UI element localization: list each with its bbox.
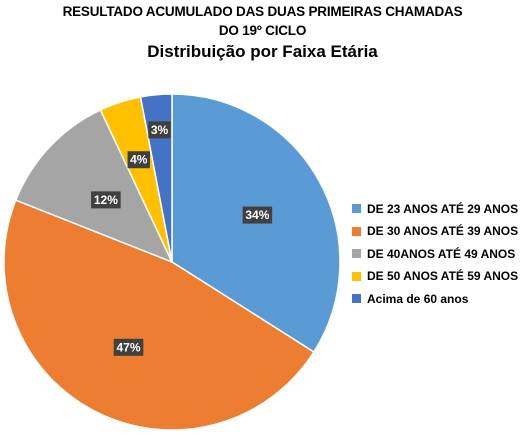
legend-label: Acima de 60 anos [367, 291, 469, 306]
pie-slice [14, 108, 174, 264]
legend-item: Acima de 60 anos [352, 290, 518, 307]
data-label-text: 47% [117, 340, 141, 354]
legend-label: DE 23 ANOS ATÉ 29 ANOS [367, 201, 519, 216]
data-label-box [148, 121, 171, 139]
data-label-text: 12% [94, 193, 118, 207]
legend-swatch [352, 204, 361, 213]
legend-swatch [352, 249, 361, 258]
data-label: 4% [127, 151, 150, 169]
legend-label: DE 40ANOS ATÉ 49 ANOS [367, 246, 516, 261]
chart-title-block: RESULTADO ACUMULADO DAS DUAS PRIMEIRAS C… [0, 2, 525, 63]
legend-label: DE 30 ANOS ATÉ 39 ANOS [367, 224, 519, 238]
chart-title-line-2: DO 19º CICLO [218, 23, 307, 38]
legend-item: DE 23 ANOS ATÉ 29 ANOS [352, 200, 518, 217]
pie-slice [3, 199, 315, 431]
data-label: 3% [148, 121, 171, 139]
legend-item: DE 30 ANOS ATÉ 39 ANOS [352, 223, 518, 240]
data-label-box [242, 206, 273, 224]
legend-swatch [352, 271, 361, 281]
chart-subtitle: Distribuição por Faixa Etária [147, 42, 378, 61]
chart-legend: DE 23 ANOS ATÉ 29 ANOS DE 30 ANOS ATÉ 39 … [352, 200, 518, 307]
data-label: 12% [91, 191, 121, 209]
chart-title-line-1: RESULTADO ACUMULADO DAS DUAS PRIMEIRAS C… [62, 4, 463, 19]
data-label-box [113, 338, 144, 356]
data-label-text: 34% [245, 208, 269, 222]
legend-item: DE 50 ANOS ATÉ 59 ANOS [352, 268, 518, 285]
data-label: 47% [113, 338, 144, 356]
legend-swatch [352, 226, 361, 236]
data-label-box [91, 191, 121, 209]
legend-swatch [352, 294, 361, 303]
data-label-text: 3% [151, 123, 169, 137]
data-label: 34% [242, 206, 273, 224]
legend-item: DE 40ANOS ATÉ 49 ANOS [352, 245, 518, 262]
data-label-box [127, 151, 150, 169]
legend-label: DE 50 ANOS ATÉ 59 ANOS [367, 269, 519, 283]
data-label-text: 4% [130, 153, 148, 167]
